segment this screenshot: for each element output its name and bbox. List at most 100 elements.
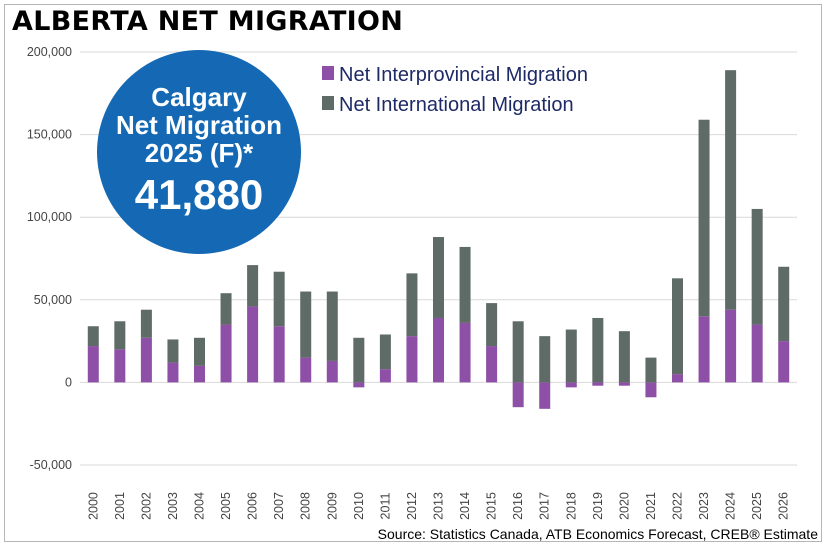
x-tick-label: 2009: [325, 492, 339, 520]
x-tick-label: 2001: [113, 492, 127, 520]
bar-interprovincial: [672, 374, 683, 383]
bar-interprovincial: [247, 306, 259, 383]
bar-interprovincial: [725, 309, 737, 383]
bar-interprovincial: [751, 324, 763, 383]
x-tick-label: 2011: [378, 493, 392, 520]
source-note: Source: Statistics Canada, ATB Economics…: [377, 526, 818, 542]
bar-international: [433, 237, 444, 318]
bar-interprovincial: [326, 360, 338, 383]
callout-line-2: Net Migration: [115, 110, 283, 140]
bar-international: [486, 303, 498, 347]
page-title: ALBERTA NET MIGRATION: [12, 6, 404, 37]
bar-interprovincial: [167, 362, 179, 383]
x-tick-label: 2014: [458, 492, 472, 520]
callout-value: 41,880: [134, 171, 264, 218]
bar-interprovincial: [194, 365, 205, 383]
bar-international: [300, 291, 312, 358]
bar-international: [140, 309, 152, 338]
x-tick-label: 2018: [564, 492, 578, 520]
bar-interprovincial: [486, 346, 498, 383]
bar-international: [247, 265, 259, 307]
x-tick-label: 2016: [511, 492, 525, 520]
x-axis-ticks: 2000 2001 2002 2003 2004 2005 2006 2007 2008 2009…: [86, 492, 790, 520]
y-tick-label: 100,000: [27, 210, 72, 224]
bar-interprovincial: [592, 382, 604, 386]
bar-international: [353, 337, 365, 383]
y-tick-label: 200,000: [27, 45, 72, 59]
legend: Net Interprovincial Migration Net Intern…: [322, 64, 588, 116]
x-tick-label: 2015: [485, 492, 499, 520]
bar-interprovincial: [645, 382, 657, 398]
bar-international: [645, 357, 657, 383]
bar-international: [326, 291, 338, 361]
callout-line-3: 2025 (F)*: [144, 138, 254, 168]
bar-international: [778, 266, 790, 342]
bar-interprovincial: [698, 316, 710, 383]
x-tick-label: 2024: [724, 492, 738, 520]
bar-interprovincial: [539, 382, 551, 409]
bar-series: [87, 70, 790, 409]
bar-international: [194, 337, 205, 366]
bar-interprovincial: [433, 317, 444, 383]
bar-international: [273, 271, 285, 327]
bar-international: [406, 273, 418, 337]
x-tick-label: 2007: [272, 492, 286, 520]
legend-swatch-international: [322, 96, 334, 110]
bar-interprovincial: [273, 326, 285, 383]
bar-international: [672, 278, 683, 375]
bar-interprovincial: [406, 336, 418, 383]
y-tick-label: 50,000: [34, 293, 72, 307]
y-axis-ticks: -50,000 0 50,000 100,000 150,000 200,000: [27, 45, 72, 472]
bar-international: [618, 331, 630, 383]
bar-international: [565, 329, 577, 383]
bar-interprovincial: [114, 349, 126, 383]
bar-interprovincial: [300, 357, 312, 383]
legend-swatch-interprovincial: [322, 66, 334, 80]
bar-interprovincial: [778, 341, 790, 383]
x-tick-label: 2019: [591, 492, 605, 520]
chart-frame: [4, 4, 822, 542]
x-tick-label: 2025: [750, 492, 764, 520]
legend-label-international: Net International Migration: [339, 94, 574, 116]
bar-international: [512, 321, 524, 383]
bar-international: [592, 317, 604, 383]
bar-international: [698, 119, 710, 317]
calgary-callout-badge: Calgary Net Migration 2025 (F)* 41,880: [97, 50, 301, 254]
y-tick-label: -50,000: [30, 458, 72, 472]
bar-interprovincial: [565, 382, 577, 388]
x-tick-label: 2005: [219, 492, 233, 520]
bar-interprovincial: [379, 369, 391, 383]
bar-interprovincial: [87, 346, 99, 383]
bar-international: [167, 339, 179, 363]
bar-international: [379, 334, 391, 370]
bar-international: [539, 336, 551, 383]
bar-interprovincial: [220, 324, 232, 383]
y-tick-label: 150,000: [27, 128, 72, 142]
bar-international: [751, 208, 763, 325]
bar-international: [114, 321, 126, 350]
x-tick-label: 2026: [777, 492, 791, 520]
x-tick-label: 2006: [246, 492, 260, 520]
x-tick-label: 2008: [299, 492, 313, 520]
x-tick-label: 2020: [617, 492, 631, 520]
x-tick-label: 2023: [697, 492, 711, 520]
x-tick-label: 2017: [538, 492, 552, 520]
y-tick-label: 0: [65, 375, 72, 389]
x-tick-label: 2002: [139, 492, 153, 520]
x-tick-label: 2000: [86, 492, 100, 520]
bar-interprovincial: [353, 382, 365, 388]
legend-label-interprovincial: Net Interprovincial Migration: [339, 64, 588, 86]
callout-line-1: Calgary: [151, 82, 247, 112]
bar-interprovincial: [618, 382, 630, 386]
bar-international: [87, 326, 99, 347]
bar-interprovincial: [140, 337, 152, 383]
x-tick-label: 2012: [405, 492, 419, 520]
bar-international: [725, 70, 737, 310]
x-tick-label: 2013: [432, 492, 446, 520]
x-tick-label: 2021: [644, 492, 658, 520]
x-tick-label: 2004: [193, 492, 207, 520]
bar-interprovincial: [512, 382, 524, 408]
x-tick-label: 2010: [352, 492, 366, 520]
x-tick-label: 2003: [166, 492, 180, 520]
